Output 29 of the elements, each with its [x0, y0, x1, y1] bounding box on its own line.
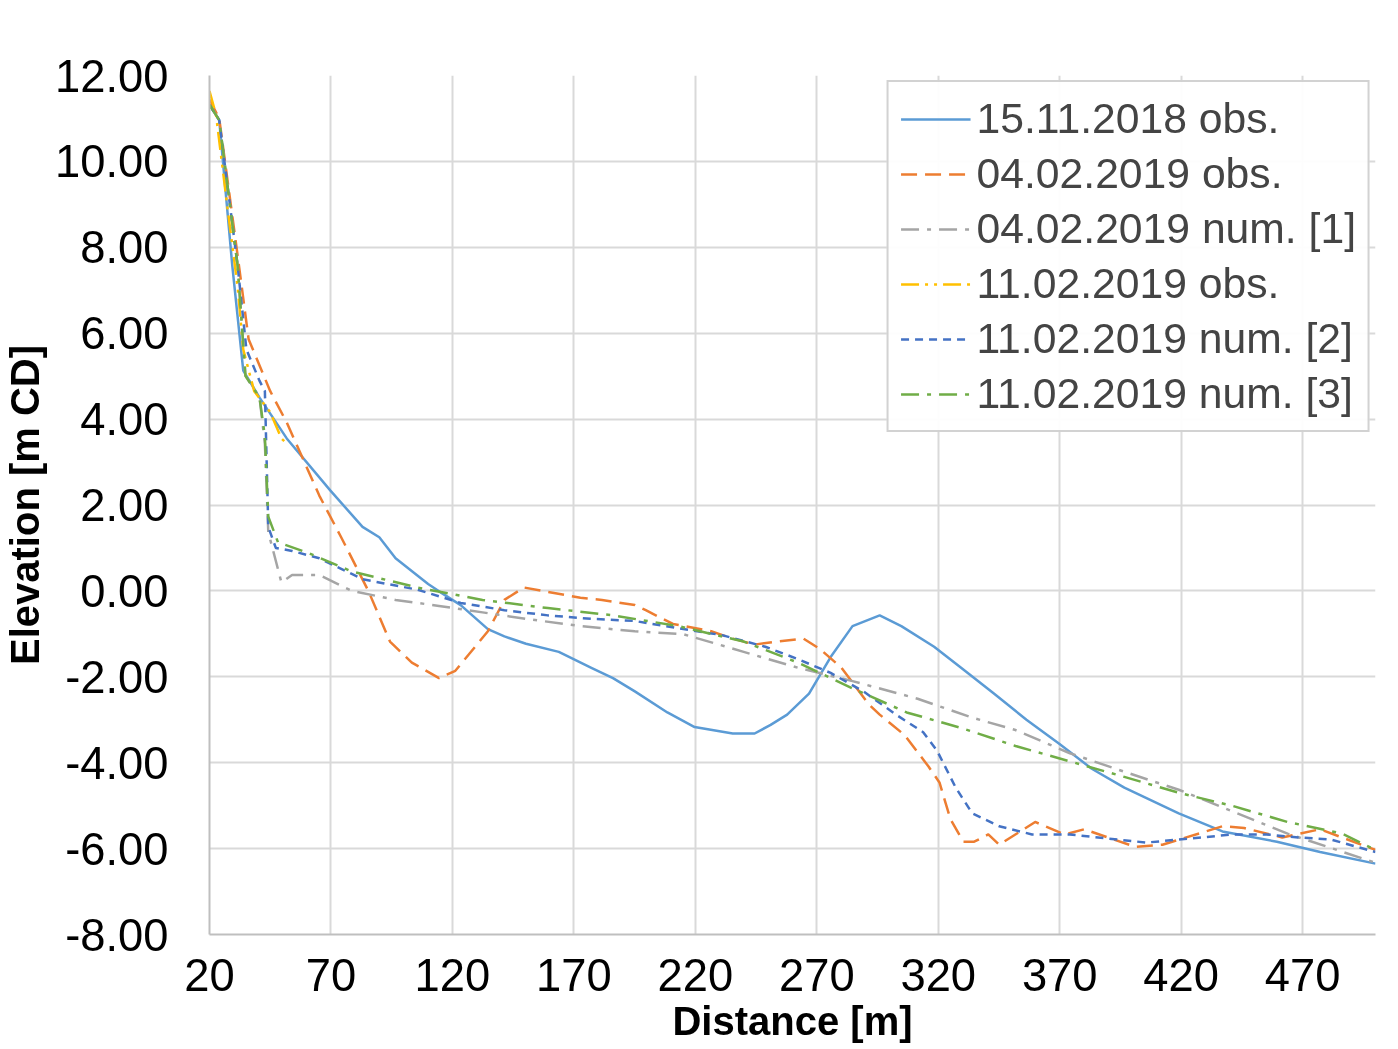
y-tick-label: 10.00 — [55, 136, 169, 188]
x-tick-label: 120 — [414, 949, 491, 1001]
y-tick-label: 6.00 — [80, 308, 169, 360]
x-tick-label: 220 — [657, 949, 734, 1001]
legend-label: 15.11.2018 obs. — [976, 94, 1280, 143]
y-tick-label: 12.00 — [55, 50, 169, 102]
y-tick-label: -6.00 — [65, 823, 169, 875]
y-tick-label: 2.00 — [80, 480, 169, 531]
y-tick-label: 0.00 — [80, 565, 169, 617]
y-tick-label: -8.00 — [65, 909, 169, 961]
x-tick-label: 370 — [1021, 949, 1098, 1001]
y-axis-title: Elevation [m CD] — [3, 344, 48, 666]
y-tick-label: -2.00 — [65, 651, 169, 703]
x-tick-label: 420 — [1143, 949, 1219, 1001]
legend-label: 04.02.2019 obs. — [976, 149, 1283, 198]
legend-label: 11.02.2019 num. [2] — [976, 314, 1353, 363]
x-tick-label: 20 — [184, 949, 235, 1001]
y-tick-label: -4.00 — [65, 737, 169, 789]
x-tick-label: 470 — [1264, 949, 1341, 1001]
y-tick-label: 4.00 — [80, 394, 169, 446]
x-tick-label: 320 — [900, 949, 977, 1001]
x-tick-label: 70 — [305, 949, 357, 1001]
x-tick-label: 270 — [778, 949, 855, 1001]
legend-label: 11.02.2019 num. [3] — [976, 369, 1353, 418]
legend-label: 11.02.2019 obs. — [976, 259, 1280, 308]
y-tick-label: 8.00 — [80, 222, 169, 274]
x-axis-title: Distance [m] — [672, 998, 913, 1043]
x-tick-label: 170 — [536, 949, 612, 1001]
legend-label: 04.02.2019 num. [1] — [976, 204, 1356, 253]
